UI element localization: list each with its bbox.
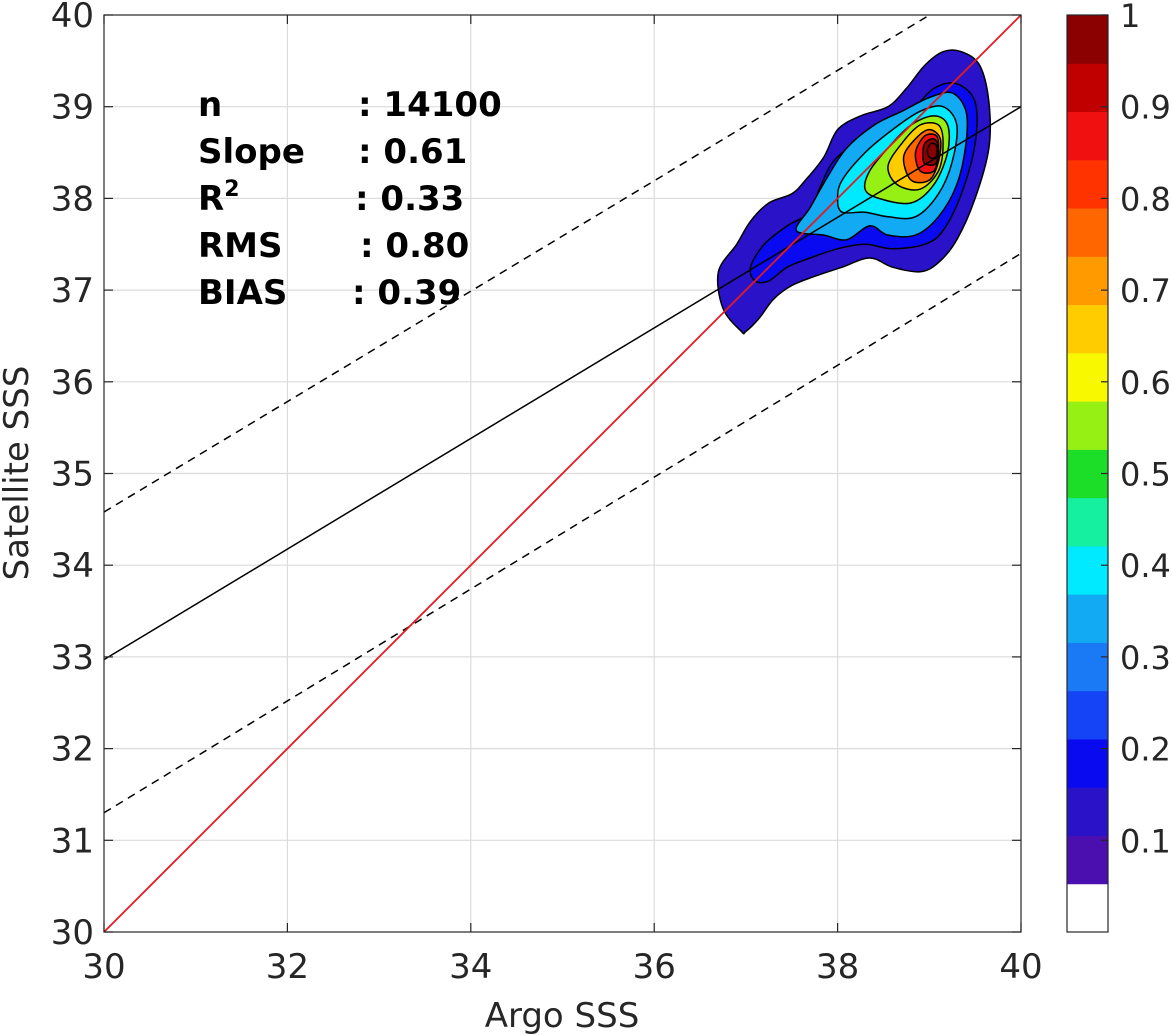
y-tick-label: 30 bbox=[51, 913, 94, 953]
stat-label: RMS bbox=[198, 226, 283, 266]
stat-value: : 0.80 bbox=[360, 226, 469, 266]
colorbar-tick-label: 0.8 bbox=[1120, 180, 1171, 218]
colorbar: 0.1 0.2 0.3 0.4 0.5 0.6 0.7 0.8 0.9 1 bbox=[1066, 0, 1171, 933]
stat-label: Slope bbox=[198, 132, 305, 172]
colorbar-tick-label: 0.6 bbox=[1120, 364, 1171, 402]
y-tick-label: 40 bbox=[51, 0, 94, 36]
density-contour-0.9 bbox=[926, 142, 938, 160]
colorbar-segment bbox=[1067, 545, 1108, 595]
colorbar-segment bbox=[1067, 883, 1108, 933]
colorbar-segment bbox=[1067, 352, 1108, 402]
colorbar-segment bbox=[1067, 738, 1108, 788]
y-tick-label: 39 bbox=[51, 88, 94, 128]
x-tick-label: 32 bbox=[266, 947, 309, 987]
colorbar-segment bbox=[1067, 594, 1108, 643]
colorbar-segment bbox=[1067, 208, 1108, 257]
colorbar-segment bbox=[1067, 15, 1108, 64]
y-tick-label: 31 bbox=[51, 821, 94, 861]
x-tick-label: 30 bbox=[82, 947, 125, 987]
reference-lines bbox=[104, 15, 1021, 932]
stat-label: BIAS bbox=[198, 273, 287, 313]
colorbar-segment bbox=[1067, 63, 1108, 113]
axis-ticks: 30 32 34 36 38 40 30 31 32 33 34 35 36 37 38 39 40 bbox=[51, 0, 1043, 987]
colorbar-segment bbox=[1067, 787, 1108, 836]
y-tick-label: 36 bbox=[51, 363, 94, 403]
stat-value: : 0.61 bbox=[358, 132, 467, 172]
y-axis-title: Satellite SSS bbox=[0, 366, 37, 581]
colorbar-segment bbox=[1067, 497, 1108, 547]
colorbar-segment bbox=[1067, 159, 1108, 209]
regression-fit-line bbox=[104, 106, 1021, 661]
stat-value: : 0.33 bbox=[355, 179, 464, 219]
stat-value: : 14100 bbox=[358, 85, 502, 125]
one-to-one-line bbox=[104, 15, 1021, 932]
colorbar-tick-label: 0.4 bbox=[1120, 547, 1171, 585]
lower-bound-line bbox=[104, 252, 1021, 814]
colorbar-segment bbox=[1067, 111, 1108, 161]
y-tick-label: 32 bbox=[51, 730, 94, 770]
stat-value: : 0.39 bbox=[352, 273, 461, 313]
x-tick-label: 36 bbox=[633, 947, 676, 987]
colorbar-segment bbox=[1067, 304, 1108, 354]
y-tick-label: 35 bbox=[51, 455, 94, 495]
colorbar-segment bbox=[1067, 401, 1108, 450]
colorbar-tick-label: 0.2 bbox=[1120, 731, 1171, 769]
colorbar-segment bbox=[1067, 642, 1108, 692]
x-axis-title: Argo SSS bbox=[485, 996, 640, 1035]
y-tick-label: 38 bbox=[51, 179, 94, 219]
stat-superscript: 2 bbox=[224, 177, 239, 202]
colorbar-tick-label: 0.5 bbox=[1120, 456, 1171, 494]
statistics-box: n : 14100 Slope : 0.61 R2 : 0.33 RMS : 0.80 BIAS… bbox=[198, 85, 502, 313]
x-tick-label: 34 bbox=[449, 947, 492, 987]
colorbar-tick-label: 0.1 bbox=[1120, 822, 1171, 860]
stat-label: n bbox=[198, 85, 222, 125]
colorbar-tick-label: 0.3 bbox=[1120, 639, 1171, 677]
y-tick-label: 37 bbox=[51, 271, 94, 311]
colorbar-tick-label: 0.9 bbox=[1120, 89, 1171, 127]
colorbar-tick-label: 0.7 bbox=[1120, 272, 1171, 310]
y-tick-label: 34 bbox=[51, 546, 94, 586]
colorbar-segment bbox=[1067, 690, 1108, 740]
x-tick-label: 40 bbox=[999, 947, 1042, 987]
colorbar-segment bbox=[1067, 835, 1108, 885]
upper-bound-line bbox=[104, 15, 932, 513]
grid-lines bbox=[104, 15, 1021, 932]
y-tick-label: 33 bbox=[51, 638, 94, 678]
colorbar-tick-label: 1 bbox=[1120, 0, 1140, 35]
density-contours bbox=[716, 49, 992, 335]
x-tick-label: 38 bbox=[816, 947, 859, 987]
colorbar-segment bbox=[1067, 256, 1108, 306]
stat-label: R2 bbox=[198, 177, 240, 219]
